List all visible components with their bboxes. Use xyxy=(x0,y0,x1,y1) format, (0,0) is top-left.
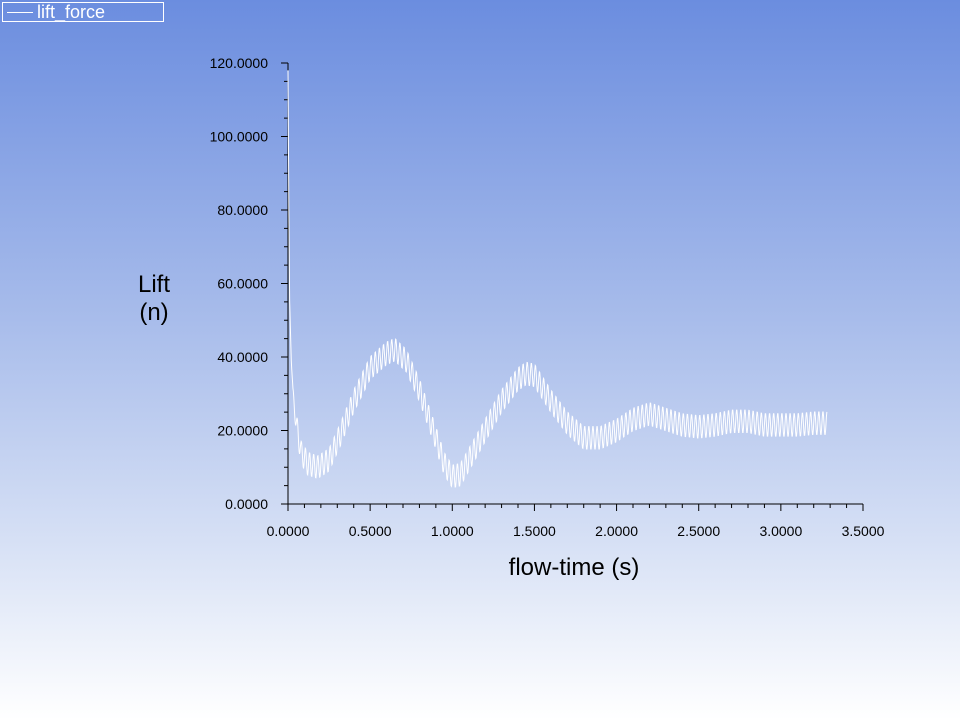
x-tick-label: 3.0000 xyxy=(759,523,802,539)
legend: lift_force xyxy=(2,2,164,22)
series-group xyxy=(287,70,828,488)
x-tick-label: 2.5000 xyxy=(677,523,720,539)
axes: 0.0000 20.0000 40.0000 60.0000 80.0000 100.00… xyxy=(210,55,885,539)
legend-label-lift-force: lift_force xyxy=(37,2,106,22)
y-tick-label: 120.0000 xyxy=(210,55,269,71)
y-tick-label: 40.0000 xyxy=(217,349,268,365)
y-tick-label: 20.0000 xyxy=(217,423,268,439)
y-axis-title-line2: (n) xyxy=(139,299,168,326)
x-tick-label: 3.5000 xyxy=(842,523,885,539)
series-line-lift-force xyxy=(287,70,828,488)
y-tick-label: 80.0000 xyxy=(217,202,268,218)
x-tick-label: 0.5000 xyxy=(349,523,392,539)
y-tick-label: 60.0000 xyxy=(217,276,268,292)
x-tick-label: 0.0000 xyxy=(267,523,310,539)
y-tick-label: 100.0000 xyxy=(210,129,269,145)
x-tick-label: 2.0000 xyxy=(595,523,638,539)
x-tick-label: 1.5000 xyxy=(513,523,556,539)
y-axis-title-line1: Lift xyxy=(138,271,170,298)
x-tick-label: 1.0000 xyxy=(431,523,474,539)
x-axis-title: flow-time (s) xyxy=(509,554,640,581)
y-tick-label: 0.0000 xyxy=(225,496,268,512)
legend-swatch-lift-force xyxy=(7,11,33,13)
